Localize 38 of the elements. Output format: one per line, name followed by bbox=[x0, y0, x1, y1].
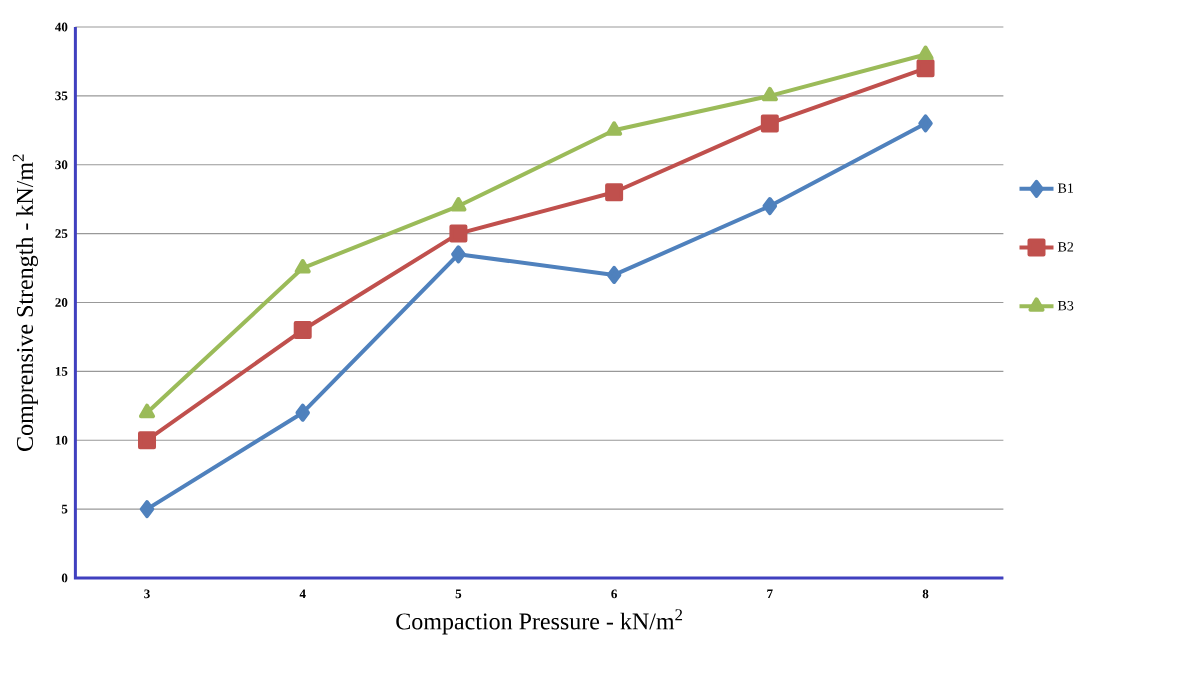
legend-label: B3 bbox=[1057, 300, 1074, 311]
y-tick-label: 0 bbox=[61, 573, 68, 583]
y-tick-label: 30 bbox=[55, 160, 68, 170]
point bbox=[605, 183, 624, 202]
y-tick-label: 20 bbox=[55, 298, 68, 307]
y-tick-label: 15 bbox=[55, 367, 68, 376]
x-tick-label: 8 bbox=[922, 589, 929, 599]
legend-label: B2 bbox=[1057, 242, 1074, 252]
point bbox=[606, 265, 622, 284]
y-axis-title: Comprensive Strength - kN/m$^{2}$ bbox=[12, 154, 38, 451]
x-tick-label: 5 bbox=[455, 589, 462, 599]
y-tick-label: 35 bbox=[55, 91, 68, 101]
y-tick-label: 5 bbox=[61, 504, 68, 514]
point bbox=[451, 245, 466, 264]
point bbox=[761, 86, 778, 102]
point bbox=[293, 321, 312, 340]
point bbox=[139, 500, 155, 519]
point bbox=[606, 121, 623, 136]
point bbox=[294, 259, 311, 274]
x-tick-label: 4 bbox=[299, 589, 306, 599]
y-tick-label: 25 bbox=[55, 229, 68, 238]
legend-label: B1 bbox=[1057, 183, 1073, 193]
point bbox=[762, 197, 778, 216]
point bbox=[138, 431, 157, 450]
point bbox=[918, 114, 933, 133]
point bbox=[138, 403, 156, 419]
point bbox=[917, 45, 934, 61]
x-tick-label: 7 bbox=[767, 589, 773, 599]
y-tick-label: 10 bbox=[55, 435, 68, 445]
point bbox=[916, 59, 935, 78]
x-axis-title: Compaction Pressure - kN/m$^{2}$ bbox=[396, 609, 683, 635]
point bbox=[450, 197, 467, 212]
x-tick-label: 6 bbox=[611, 589, 617, 599]
point bbox=[760, 114, 779, 133]
point bbox=[295, 403, 310, 422]
point bbox=[449, 224, 468, 243]
y-tick-label: 40 bbox=[55, 22, 68, 32]
x-tick-label: 3 bbox=[144, 589, 150, 599]
